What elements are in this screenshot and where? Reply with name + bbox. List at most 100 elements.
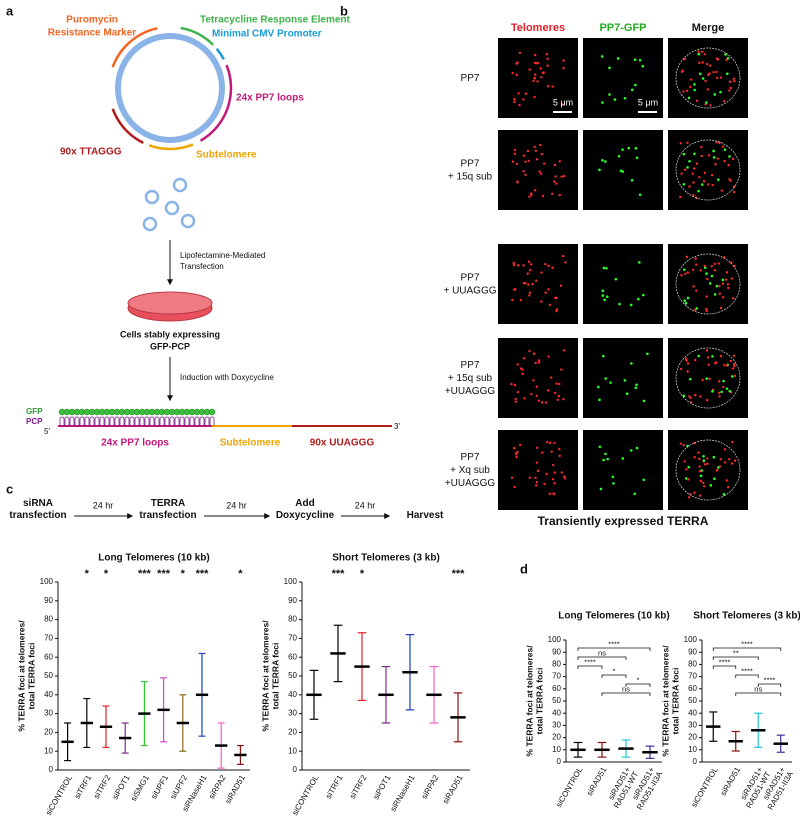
focus <box>713 293 717 296</box>
focus <box>699 269 703 272</box>
pp7-loop <box>59 416 65 426</box>
x-tick-label: siCONTROL <box>44 773 75 817</box>
focus <box>709 104 712 107</box>
focus <box>715 468 719 472</box>
row-label-line: +UUAGGG <box>445 386 496 397</box>
focus <box>633 58 637 61</box>
micrograph <box>668 244 748 324</box>
significance: * <box>360 568 365 580</box>
focus <box>707 154 711 157</box>
focus <box>601 294 605 297</box>
focus <box>680 274 683 277</box>
focus <box>524 160 527 163</box>
micrograph <box>668 38 748 118</box>
x-tick-label: siRAD51 <box>585 765 609 797</box>
focus <box>683 168 687 171</box>
focus <box>511 160 515 163</box>
focus <box>703 53 706 56</box>
step-label: Cells stably expressing <box>120 329 220 339</box>
focus <box>685 255 689 259</box>
x-tick-label-line: siCONTROL <box>690 765 721 809</box>
focus <box>725 271 729 274</box>
focus <box>542 71 545 74</box>
micrograph <box>583 244 663 324</box>
focus <box>604 377 607 380</box>
focus <box>513 100 516 104</box>
focus <box>550 376 553 379</box>
micrograph <box>498 130 578 210</box>
plasmid-label: Minimal CMV Promoter <box>212 29 322 40</box>
focus <box>731 367 735 370</box>
focus <box>703 171 707 174</box>
column-header: PP7-GFP <box>599 22 646 34</box>
y-tick-label: 90 <box>552 647 561 656</box>
focus <box>524 173 527 176</box>
focus <box>528 291 532 295</box>
focus <box>536 469 540 473</box>
focus <box>555 182 558 185</box>
focus <box>700 145 703 149</box>
construct-label: 24x PP7 loops <box>101 438 169 449</box>
focus <box>547 288 550 291</box>
y-tick-label: 10 <box>552 745 561 754</box>
y-tick-label: 70 <box>288 634 297 643</box>
focus <box>724 278 728 281</box>
timeline-step-line: Harvest <box>407 510 444 521</box>
focus <box>718 292 721 295</box>
focus <box>705 272 708 275</box>
focus <box>510 476 514 479</box>
focus <box>725 479 728 482</box>
focus <box>550 450 553 453</box>
focus <box>522 154 526 157</box>
focus <box>617 154 621 158</box>
chart-title: Short Telomeres (3 kb) <box>693 611 800 622</box>
focus <box>638 58 642 62</box>
focus <box>683 268 686 271</box>
focus <box>717 391 721 395</box>
focus <box>682 90 685 93</box>
y-tick-label: 60 <box>288 652 297 661</box>
focus <box>684 477 688 480</box>
focus <box>711 355 714 358</box>
focus <box>693 455 696 459</box>
y-tick-label: 60 <box>688 684 697 693</box>
focus <box>562 349 566 352</box>
focus <box>718 284 721 288</box>
focus <box>698 72 702 76</box>
x-tick-label: siCONTROL <box>690 765 721 809</box>
focus <box>733 190 736 194</box>
pp7-loop <box>79 416 85 426</box>
focus <box>725 58 728 62</box>
focus <box>598 445 602 449</box>
focus <box>537 359 541 362</box>
bracket-label: **** <box>608 639 620 648</box>
focus <box>518 51 522 55</box>
focus <box>646 352 649 356</box>
focus <box>519 443 522 447</box>
y-tick-label: 100 <box>684 635 698 644</box>
focus <box>548 492 551 496</box>
focus <box>697 189 700 193</box>
focus <box>695 99 699 103</box>
focus <box>690 78 693 81</box>
y-tick-label: 30 <box>552 721 561 730</box>
focus <box>621 148 624 151</box>
focus <box>687 496 691 499</box>
pp7-loop <box>194 416 200 426</box>
focus <box>728 89 731 92</box>
focus <box>642 399 646 403</box>
focus <box>552 463 555 467</box>
y-tick-label: 90 <box>288 596 297 605</box>
focus <box>546 440 549 444</box>
focus <box>516 450 519 454</box>
focus <box>608 93 611 96</box>
focus <box>712 455 716 459</box>
focus <box>544 401 548 404</box>
focus <box>547 355 550 358</box>
focus <box>680 70 684 73</box>
focus <box>733 362 736 366</box>
focus <box>723 159 726 163</box>
y-tick-label: 20 <box>552 733 561 742</box>
y-tick-label: 30 <box>688 721 697 730</box>
focus <box>679 195 682 198</box>
